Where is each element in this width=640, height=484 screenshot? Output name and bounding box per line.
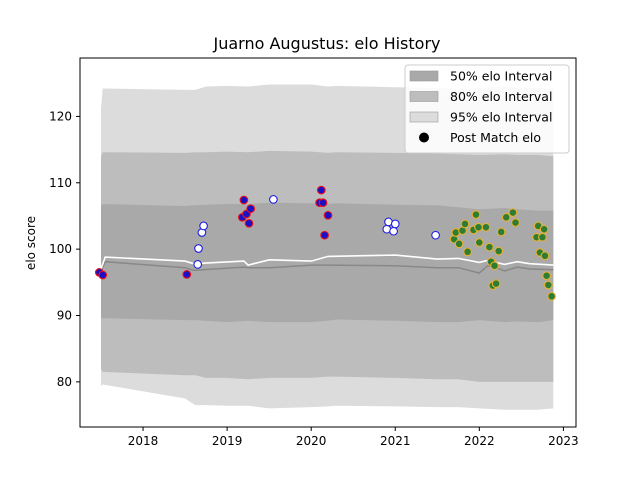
match-point [320, 230, 329, 240]
match-point [199, 221, 208, 231]
plot-area [94, 84, 556, 410]
x-tick-label: 2019 [212, 434, 243, 448]
match-point [543, 280, 553, 290]
match-point [239, 195, 249, 205]
legend-label: 95% elo Interval [450, 110, 552, 125]
x-tick-label: 2020 [296, 434, 327, 448]
band-50-interval [101, 202, 554, 323]
x-tick-label: 2018 [128, 434, 159, 448]
y-tick-label: 120 [49, 109, 72, 123]
match-point [508, 208, 518, 217]
chart-title: Juarno Augustus: elo History [212, 34, 440, 53]
y-tick-label: 110 [49, 176, 72, 190]
match-point [194, 244, 203, 253]
x-tick-label: 2021 [380, 434, 411, 448]
y-tick-label: 80 [57, 375, 72, 389]
y-tick-label: 100 [49, 242, 72, 256]
match-point [496, 227, 506, 237]
match-point [491, 279, 501, 288]
match-point [474, 222, 483, 232]
match-point [323, 210, 333, 220]
match-point [244, 218, 254, 228]
match-point [454, 239, 464, 249]
match-point [539, 224, 549, 234]
legend-swatch [409, 111, 439, 123]
match-point [547, 291, 556, 301]
match-point [460, 219, 470, 229]
legend-label: Post Match elo [450, 130, 541, 145]
match-point [481, 222, 491, 232]
match-point [501, 212, 511, 222]
match-point [389, 226, 398, 236]
match-point [193, 260, 203, 269]
legend-box [404, 64, 570, 154]
match-point [471, 210, 481, 219]
axes: 2018 2019 2020 2021 2022 2023 80 90 100 110 120 [49, 57, 579, 448]
match-point [318, 198, 328, 208]
match-point [490, 261, 499, 271]
match-point [431, 230, 440, 240]
x-tick-label: 2023 [548, 434, 579, 448]
y-tick-label: 90 [57, 309, 72, 323]
match-point [463, 247, 472, 257]
x-tick-label: 2022 [464, 434, 495, 448]
match-point [474, 238, 484, 247]
match-point [182, 270, 192, 279]
match-point [538, 232, 547, 242]
match-point [98, 270, 108, 280]
match-point [246, 204, 256, 214]
match-point [511, 218, 520, 227]
match-point [316, 185, 326, 195]
y-axis-label: elo score [24, 216, 38, 270]
match-point [540, 251, 550, 261]
legend: 50% elo Interval 80% elo Interval 95% elo … [404, 64, 570, 154]
match-point [542, 271, 551, 281]
plot-frame [79, 57, 577, 428]
match-point [485, 242, 494, 252]
legend-label: 80% elo Interval [450, 89, 552, 104]
legend-swatch [409, 70, 439, 82]
match-point [269, 195, 278, 204]
legend-marker [419, 132, 429, 143]
legend-label: 50% elo Interval [450, 69, 552, 84]
match-point [390, 219, 400, 229]
mean-elo-line [100, 260, 554, 274]
legend-swatch [409, 91, 439, 102]
match-point [494, 246, 504, 256]
